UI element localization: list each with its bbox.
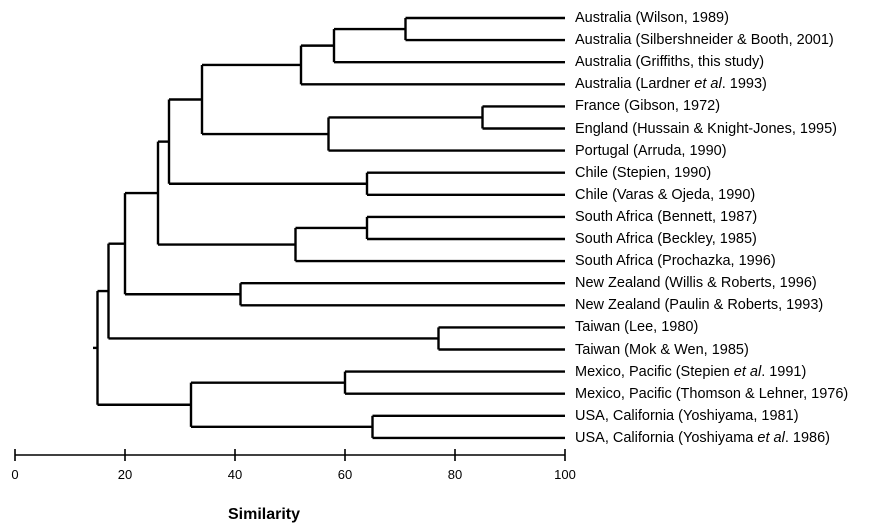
leaf-label: Mexico, Pacific (Thomson & Lehner, 1976) bbox=[575, 385, 849, 402]
leaf-label: Australia (Wilson, 1989) bbox=[575, 10, 729, 26]
x-tick-label: 60 bbox=[337, 467, 353, 482]
leaf-label: Australia (Griffiths, this study) bbox=[575, 54, 765, 71]
x-tick-label: 40 bbox=[227, 467, 243, 482]
leaf-label: New Zealand (Paulin & Roberts, 1993) bbox=[575, 297, 824, 314]
x-tick-label: 80 bbox=[447, 467, 463, 482]
axis-title: Similarity bbox=[228, 506, 301, 523]
leaf-label: Taiwan (Mok & Wen, 1985) bbox=[575, 341, 749, 358]
leaf-label: France (Gibson, 1972) bbox=[575, 98, 721, 115]
leaf-label: Portugal (Arruda, 1990) bbox=[575, 142, 727, 159]
leaf-label: Chile (Varas & Ojeda, 1990) bbox=[575, 186, 756, 203]
leaf-label: USA, California (Yoshiyama et al. 1986) bbox=[575, 429, 830, 446]
leaf-label: USA, California (Yoshiyama, 1981) bbox=[575, 407, 799, 424]
leaf-label: South Africa (Bennett, 1987) bbox=[575, 208, 758, 225]
leaf-label: England (Hussain & Knight-Jones, 1995) bbox=[575, 120, 837, 137]
leaf-label: Mexico, Pacific (Stepien et al. 1991) bbox=[575, 363, 807, 380]
x-tick-label: 0 bbox=[11, 467, 19, 482]
leaf-label: Taiwan (Lee, 1980) bbox=[575, 319, 699, 336]
leaf-label: Chile (Stepien, 1990) bbox=[575, 164, 712, 181]
leaf-label: South Africa (Prochazka, 1996) bbox=[575, 253, 776, 270]
x-tick-label: 100 bbox=[554, 467, 576, 482]
leaf-label: Australia (Lardner et al. 1993) bbox=[575, 76, 767, 93]
leaf-label: New Zealand (Willis & Roberts, 1996) bbox=[575, 275, 817, 292]
leaf-label: Australia (Silbershneider & Booth, 2001) bbox=[575, 32, 834, 49]
x-tick-label: 20 bbox=[117, 467, 133, 482]
leaf-label: South Africa (Beckley, 1985) bbox=[575, 231, 757, 247]
